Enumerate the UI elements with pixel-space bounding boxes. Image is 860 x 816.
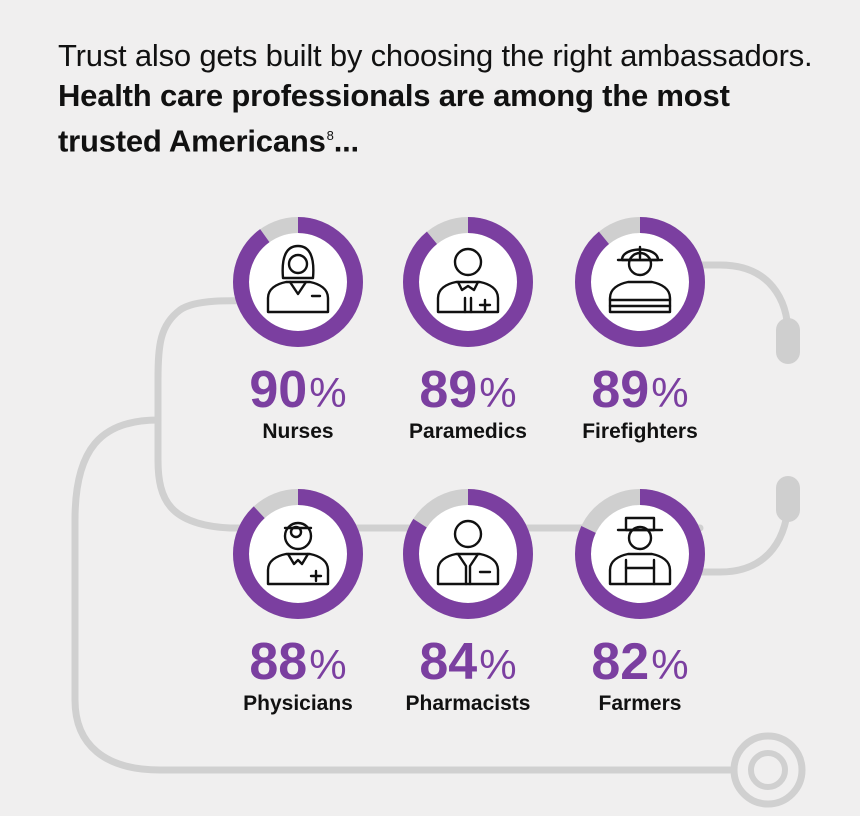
value-label: 84% bbox=[419, 633, 516, 691]
paramedic-icon bbox=[436, 247, 500, 314]
footnote-marker: 8 bbox=[326, 128, 334, 143]
stethoscope-earpiece-top bbox=[776, 318, 800, 364]
category-label: Physicians bbox=[243, 692, 353, 715]
value-label: 89% bbox=[419, 361, 516, 419]
category-label: Pharmacists bbox=[406, 692, 531, 715]
trust-card-pharmacists: 84%Pharmacists bbox=[403, 489, 533, 715]
stethoscope-tube-lower bbox=[71, 416, 734, 774]
category-label: Paramedics bbox=[409, 420, 527, 443]
headline-trail: ... bbox=[333, 123, 359, 159]
trust-card-nurses: 90%Nurses bbox=[233, 217, 363, 443]
ring-progress-pharmacists bbox=[403, 489, 533, 619]
trust-card-farmers: 82%Farmers bbox=[575, 489, 705, 715]
stethoscope-tube-upper bbox=[154, 297, 704, 532]
trust-card-paramedics: 89%Paramedics bbox=[403, 217, 533, 443]
category-label: Nurses bbox=[262, 420, 333, 443]
trust-card-physicians: 88%Physicians bbox=[233, 489, 363, 715]
value-label: 88% bbox=[249, 633, 346, 691]
physician-icon bbox=[266, 521, 330, 586]
firefighter-icon bbox=[608, 245, 672, 314]
ring-progress-farmers bbox=[575, 489, 705, 619]
headline-plain: Trust also gets built by choosing the ri… bbox=[58, 38, 813, 73]
headline-bold: Health care professionals are among the … bbox=[58, 78, 730, 159]
nurse-icon bbox=[266, 244, 330, 314]
pharmacist-icon bbox=[436, 519, 500, 586]
ring-progress-physicians bbox=[233, 489, 363, 619]
stethoscope-earpiece-bottom bbox=[776, 476, 800, 522]
headline: Trust also gets built by choosing the ri… bbox=[58, 36, 818, 161]
category-label: Firefighters bbox=[582, 420, 698, 443]
ring-progress-paramedics bbox=[403, 217, 533, 347]
farmer-icon bbox=[608, 516, 672, 586]
ring-progress-firefighters bbox=[575, 217, 705, 347]
stethoscope-chestpiece-outer bbox=[730, 732, 806, 808]
stethoscope-chestpiece-inner bbox=[748, 750, 788, 790]
stethoscope-graphic bbox=[71, 261, 792, 774]
value-label: 90% bbox=[249, 361, 346, 419]
trust-card-firefighters: 89%Firefighters bbox=[575, 217, 705, 443]
ring-progress-nurses bbox=[233, 217, 363, 347]
value-label: 82% bbox=[591, 633, 688, 691]
value-label: 89% bbox=[591, 361, 688, 419]
category-label: Farmers bbox=[599, 692, 682, 715]
